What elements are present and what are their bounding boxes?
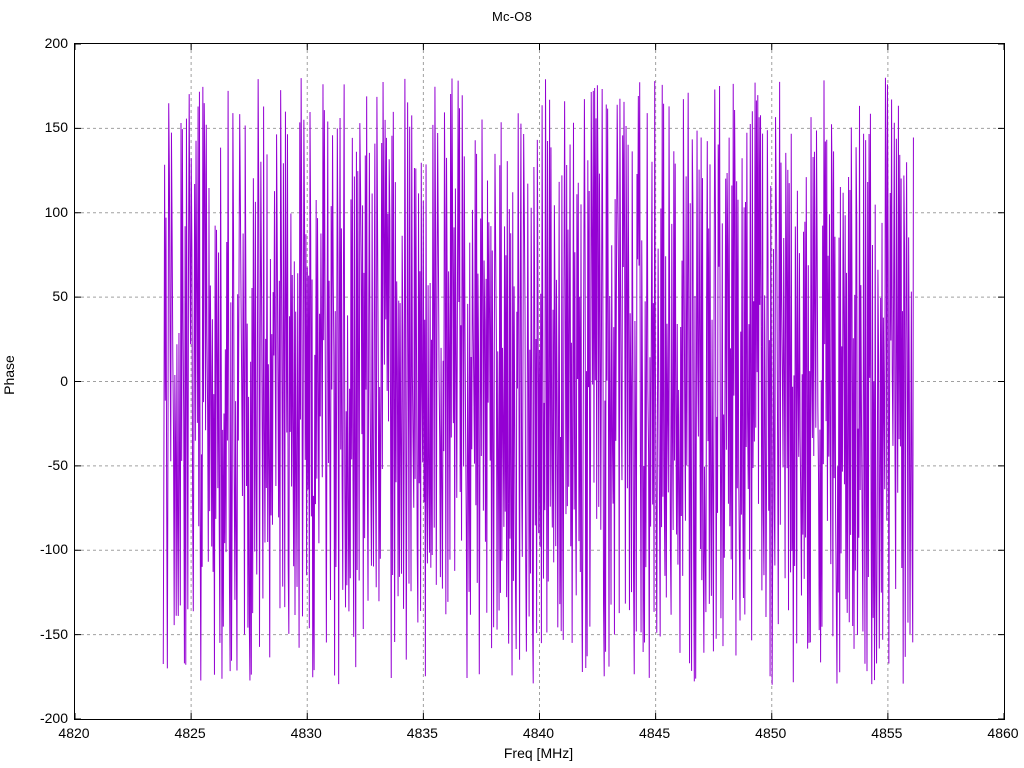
y-tick-label: -200 <box>39 710 68 726</box>
x-tick-label: 4835 <box>406 725 438 741</box>
x-tick-label: 4840 <box>522 725 555 741</box>
y-tick-label: 150 <box>44 119 68 136</box>
y-tick-label: -50 <box>47 456 68 473</box>
x-tick-label: 4830 <box>290 725 322 741</box>
phase-series-line <box>162 77 914 685</box>
y-tick-label: 100 <box>44 203 68 220</box>
phase-trace <box>162 77 914 685</box>
y-tick-label: 50 <box>52 288 68 305</box>
x-tick-label: 4860 <box>987 725 1019 741</box>
x-axis-label: Freq [MHz] <box>503 745 574 761</box>
chart-title: Mc-O8 <box>492 9 532 24</box>
x-tick-label: 4850 <box>755 725 787 741</box>
y-tick-label: -100 <box>39 541 68 558</box>
y-tick-label: 200 <box>44 35 68 51</box>
x-axis-tick-labels: 4820 4825 4830 4835 4840 4845 4850 4855 4860 <box>58 725 1018 744</box>
y-tick-label: -150 <box>39 625 68 642</box>
x-tick-label: 4845 <box>639 725 671 741</box>
y-axis-tick-labels: 200 150 100 50 0 -50 -100 -150 -200 <box>0 36 68 725</box>
y-tick-label: 0 <box>60 372 68 389</box>
x-tick-label: 4855 <box>871 725 903 741</box>
x-tick-label: 4825 <box>174 725 206 741</box>
y-axis-label: Phase <box>1 355 17 395</box>
plot-area <box>74 43 1005 720</box>
x-tick-label: 4820 <box>58 725 90 741</box>
